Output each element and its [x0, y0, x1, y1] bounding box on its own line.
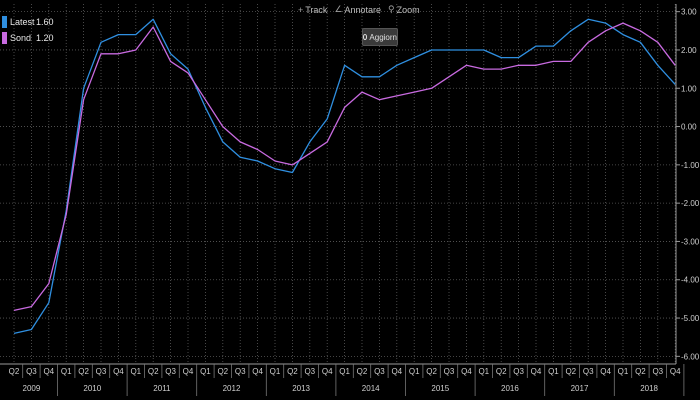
x-quarter-label: Q1 — [200, 367, 211, 376]
x-quarter-label: Q1 — [548, 367, 559, 376]
x-quarter-label: Q2 — [635, 367, 646, 376]
x-year-label: 2014 — [362, 384, 380, 393]
x-year-label: 2017 — [571, 384, 589, 393]
x-quarter-label: Q2 — [496, 367, 507, 376]
update-button[interactable]: Aggiorn — [362, 28, 398, 46]
x-quarter-label: Q4 — [322, 367, 333, 376]
x-quarter-label: Q3 — [26, 367, 37, 376]
legend-label-sond: Sond — [10, 33, 32, 43]
series-layer — [13, 18, 676, 335]
x-quarter-label: Q3 — [444, 367, 455, 376]
x-year-label: 2010 — [83, 384, 101, 393]
y-tick-label: -3.00 — [681, 237, 700, 246]
y-tick-label: -2.00 — [681, 199, 700, 208]
x-quarter-label: Q1 — [61, 367, 72, 376]
legend-value-latest: 1.60 — [36, 17, 54, 27]
x-quarter-label: Q3 — [583, 367, 594, 376]
x-quarter-label: Q2 — [78, 367, 89, 376]
zoom-label: Zoom — [396, 4, 420, 15]
x-year-label: 2009 — [23, 384, 41, 393]
legend-item-sond[interactable]: Sond 1.20 — [2, 30, 54, 46]
x-year-label: 2011 — [153, 384, 171, 393]
x-quarter-label: Q2 — [357, 367, 368, 376]
track-button[interactable]: + Track — [298, 4, 327, 15]
legend: Latest 1.60 Sond 1.20 — [2, 14, 54, 46]
x-quarter-label: Q4 — [252, 367, 263, 376]
legend-value-sond: 1.20 — [36, 33, 54, 43]
x-quarter-label: Q4 — [600, 367, 611, 376]
x-year-label: 2013 — [292, 384, 310, 393]
x-quarter-label: Q4 — [461, 367, 472, 376]
y-tick-label: -5.00 — [681, 314, 700, 323]
pencil-icon: ∠ — [334, 4, 343, 14]
grid-lines — [0, 4, 676, 364]
x-quarter-label: Q4 — [670, 367, 681, 376]
x-quarter-label: Q4 — [183, 367, 194, 376]
magnifier-icon: ⚲ — [388, 4, 395, 14]
x-quarter-label: Q3 — [96, 367, 107, 376]
x-quarter-label: Q3 — [513, 367, 524, 376]
x-quarter-label: Q1 — [339, 367, 350, 376]
track-label: Track — [305, 4, 328, 15]
legend-item-latest[interactable]: Latest 1.60 — [2, 14, 54, 30]
x-quarter-label: Q2 — [565, 367, 576, 376]
y-tick-label: 3.00 — [681, 8, 697, 17]
x-year-label: 2012 — [223, 384, 241, 393]
series-line-latest — [13, 18, 676, 335]
x-quarter-label: Q1 — [478, 367, 489, 376]
x-quarter-label: Q3 — [304, 367, 315, 376]
x-quarter-label: Q2 — [287, 367, 298, 376]
x-quarter-label: Q4 — [531, 367, 542, 376]
x-quarter-label: Q3 — [235, 367, 246, 376]
y-tick-label: -6.00 — [681, 352, 700, 361]
x-axis: Q2 Q3 Q4 Q1 Q2 Q3 Q4 Q1 Q2 Q3 Q4 Q1 Q2 Q3 Q4 Q1 Q2 Q3 Q4 Q1… — [0, 363, 685, 396]
x-quarter-label: Q2 — [426, 367, 437, 376]
x-quarter-label: Q3 — [652, 367, 663, 376]
y-tick-label: -1.00 — [681, 161, 700, 170]
chart-toolbar: + Track ∠ Annotare ⚲ Zoom — [298, 4, 420, 15]
x-quarter-label: Q2 — [9, 367, 20, 376]
legend-swatch-sond — [2, 32, 7, 44]
x-quarter-label: Q1 — [618, 367, 629, 376]
x-quarter-label: Q1 — [130, 367, 141, 376]
annotate-button[interactable]: ∠ Annotare — [334, 4, 381, 15]
x-year-label: 2016 — [501, 384, 519, 393]
y-tick-label: -4.00 — [681, 276, 700, 285]
x-quarter-label: Q1 — [409, 367, 420, 376]
legend-label-latest: Latest — [10, 17, 35, 27]
x-quarter-label: Q2 — [148, 367, 159, 376]
annotate-label: Annotare — [344, 4, 382, 15]
x-quarter-label: Q3 — [165, 367, 176, 376]
crosshair-icon: + — [298, 4, 304, 15]
x-quarter-label: Q4 — [43, 367, 54, 376]
refresh-icon — [363, 34, 368, 40]
x-quarter-label: Q4 — [391, 367, 402, 376]
x-quarter-label: Q3 — [374, 367, 385, 376]
zoom-button[interactable]: ⚲ Zoom — [388, 4, 420, 15]
x-quarter-label: Q1 — [270, 367, 281, 376]
x-quarter-label: Q4 — [113, 367, 124, 376]
x-quarter-label: Q2 — [217, 367, 228, 376]
series-line-sond — [13, 22, 676, 312]
legend-swatch-latest — [2, 16, 7, 28]
x-year-label: 2018 — [640, 384, 658, 393]
y-tick-label: 0.00 — [681, 123, 697, 132]
y-axis: 3.00 2.00 1.00 0.00 -1.00 -2.00 -3.00 -4.00 -5.0… — [675, 4, 700, 364]
y-tick-label: 2.00 — [681, 46, 697, 55]
x-year-label: 2015 — [431, 384, 449, 393]
update-label: Aggiorn — [369, 32, 397, 42]
y-tick-label: 1.00 — [681, 84, 697, 93]
